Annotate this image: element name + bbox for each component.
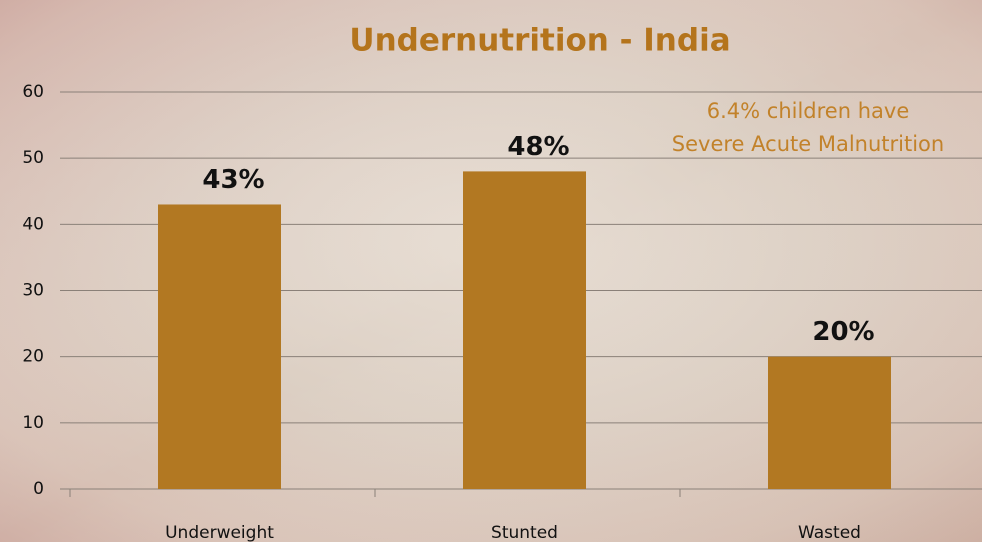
y-tick-label: 50 (22, 148, 44, 168)
y-tick-label: 20 (22, 347, 44, 367)
bar (768, 357, 891, 489)
value-label: 20% (812, 317, 874, 347)
value-label: 43% (202, 165, 264, 195)
y-tick-label: 10 (22, 413, 44, 433)
x-tick-label: Wasted (798, 523, 861, 542)
chart: Undernutrition - India 6.4% children hav… (0, 0, 982, 542)
value-label: 48% (507, 132, 569, 162)
x-tick-label: Underweight (165, 523, 274, 542)
annotation: Severe Acute Malnutrition (672, 132, 944, 156)
chart-title: Undernutrition - India (349, 23, 730, 59)
bar (463, 171, 586, 489)
y-tick-label: 30 (22, 281, 44, 301)
y-tick-label: 60 (22, 82, 44, 102)
bar (158, 204, 281, 489)
y-tick-label: 0 (33, 479, 44, 499)
x-tick-label: Stunted (491, 523, 558, 542)
y-tick-label: 40 (22, 214, 44, 234)
annotation: 6.4% children have (707, 99, 909, 123)
